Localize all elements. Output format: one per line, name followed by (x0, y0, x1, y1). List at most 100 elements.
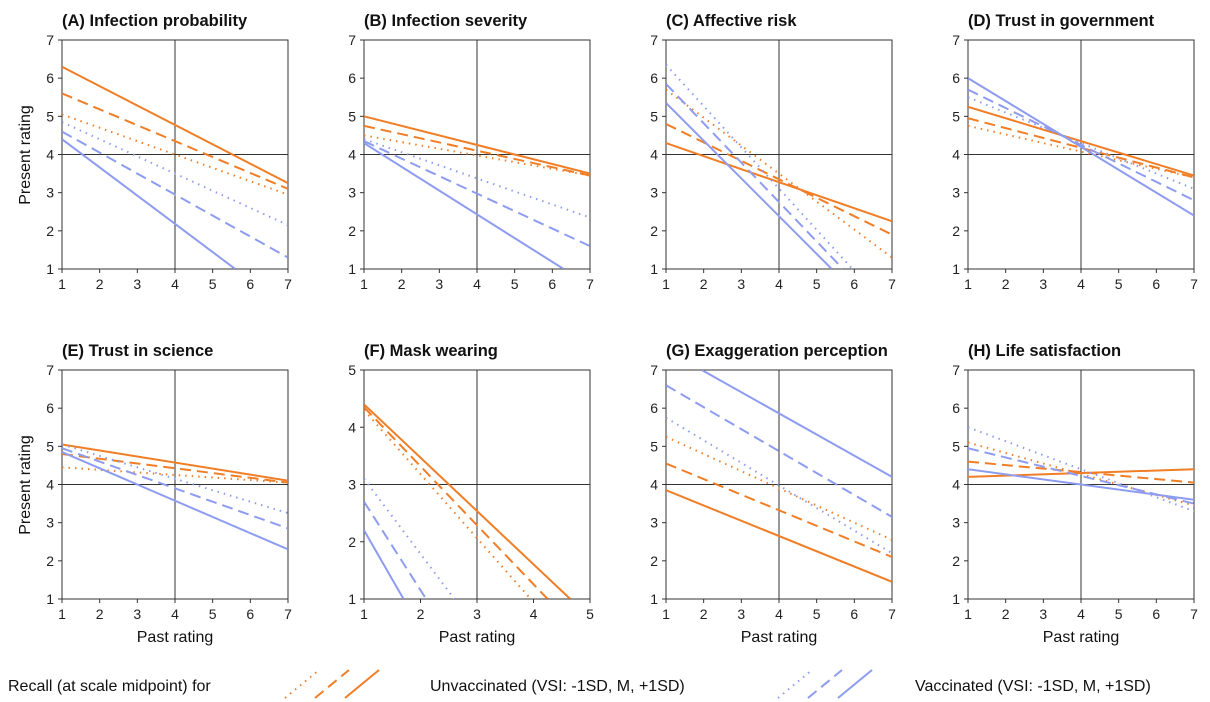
x-tick-label: 3 (1039, 606, 1047, 622)
panel-g-exaggeration-perception: (G) Exaggeration perception 1 2 3 4 5 6 7 1 2 3 4 5 6… (650, 342, 896, 622)
x-tick-label: 7 (888, 606, 896, 622)
x-tick-label: 1 (58, 276, 66, 292)
series-group (364, 403, 571, 599)
series-line-vaccinated-1sd (364, 138, 590, 219)
series-line-unvaccinated-1sd (364, 115, 590, 175)
y-tick-label: 3 (46, 185, 54, 201)
series-line-vaccinated-1sd (968, 77, 1194, 217)
legend-lead-text: Recall (at scale midpoint) for (8, 678, 211, 695)
y-tick-label: 2 (650, 223, 658, 239)
legend-vaccinated-text: Vaccinated (VSI: -1SD, M, +1SD) (915, 678, 1151, 695)
series-line-unvaccinated-m (666, 123, 892, 236)
legend-swatch-unvaccinated-1sd (344, 669, 380, 699)
series-group (62, 443, 288, 551)
y-tick-label: 4 (46, 147, 54, 163)
y-tick-label: 6 (46, 70, 54, 86)
x-tick-label: 5 (1115, 606, 1123, 622)
x-tick-label: 3 (737, 606, 745, 622)
y-tick-label: 3 (46, 515, 54, 531)
y-tick-label: 7 (650, 362, 658, 378)
y-axis-label-top: Present rating (17, 105, 34, 205)
series-line-vaccinated-1sd (62, 138, 236, 269)
legend-swatch-vaccinated-1sd (837, 669, 873, 699)
y-tick-label: 5 (952, 438, 960, 454)
panel-c-affective-risk: (C) Affective risk 1 2 3 4 5 6 7 1 2 3 4 5 6 7 (650, 12, 896, 292)
panel-title: (A) Infection probability (62, 12, 248, 30)
x-tick-label: 7 (284, 606, 292, 622)
y-tick-label: 1 (348, 261, 356, 277)
series-line-unvaccinated-1sd (62, 443, 288, 482)
x-tick-label: 6 (246, 276, 254, 292)
x-tick-label: 3 (473, 606, 481, 622)
y-tick-label: 6 (952, 70, 960, 86)
series-line-vaccinated-m (364, 501, 427, 599)
y-tick-label: 2 (952, 553, 960, 569)
x-tick-label: 2 (417, 606, 425, 622)
series-line-unvaccinated-1sd (364, 409, 532, 599)
series-line-vaccinated-1sd (701, 370, 892, 478)
series-line-unvaccinated-m (364, 124, 590, 177)
series-group (968, 77, 1194, 217)
series-line-unvaccinated-m (364, 406, 549, 599)
y-tick-label: 5 (650, 108, 658, 124)
y-tick-label: 6 (650, 70, 658, 86)
y-tick-label: 2 (348, 534, 356, 550)
y-tick-label: 4 (348, 147, 356, 163)
x-tick-label: 6 (1152, 276, 1160, 292)
y-tick-label: 3 (348, 477, 356, 493)
series-group (666, 370, 892, 583)
x-tick-label: 4 (530, 606, 538, 622)
y-tick-label: 7 (348, 32, 356, 48)
series-line-unvaccinated-m (62, 92, 288, 190)
panel-h-life-satisfaction: (H) Life satisfaction 1 2 3 4 5 6 7 1 2 3 4 5 6 7 (952, 342, 1198, 622)
y-tick-label: 1 (46, 261, 54, 277)
legend-swatch-unvaccinated-1sd (284, 669, 320, 699)
y-tick-label: 4 (952, 147, 960, 163)
series-line-unvaccinated-m (968, 117, 1194, 179)
series-line-unvaccinated-1sd (968, 105, 1194, 177)
x-tick-label: 7 (1190, 276, 1198, 292)
series-line-unvaccinated-1sd (666, 435, 892, 541)
x-tick-label: 2 (700, 276, 708, 292)
y-tick-label: 2 (348, 223, 356, 239)
x-tick-label: 1 (360, 606, 368, 622)
x-tick-label: 7 (284, 276, 292, 292)
y-tick-label: 5 (46, 108, 54, 124)
y-tick-label: 5 (952, 108, 960, 124)
legend-swatch-vaccinated-m (807, 669, 843, 699)
y-tick-label: 6 (348, 70, 356, 86)
series-line-vaccinated-1sd (364, 529, 405, 599)
series-line-unvaccinated-1sd (666, 489, 892, 583)
x-tick-label: 4 (171, 606, 179, 622)
x-tick-label: 4 (1077, 276, 1085, 292)
series-line-unvaccinated-1sd (62, 65, 288, 185)
y-tick-label: 6 (952, 400, 960, 416)
x-tick-label: 5 (1115, 276, 1123, 292)
x-tick-label: 6 (246, 606, 254, 622)
x-tick-label: 2 (1002, 606, 1010, 622)
panel-e-trust-in-science: (E) Trust in science 1 2 3 4 5 6 7 1 2 3 4 5 6 7 (46, 342, 292, 622)
x-tick-label: 7 (1190, 606, 1198, 622)
series-line-unvaccinated-1sd (62, 466, 288, 484)
y-tick-label: 7 (46, 32, 54, 48)
series-group (666, 64, 892, 269)
x-tick-label: 5 (511, 276, 519, 292)
series-group (62, 65, 288, 269)
legend-unvaccinated-swatches (284, 669, 380, 699)
y-tick-label: 4 (46, 477, 54, 493)
x-tick-label: 2 (96, 276, 104, 292)
x-tick-label: 5 (209, 276, 217, 292)
y-tick-label: 7 (46, 362, 54, 378)
y-tick-label: 3 (952, 515, 960, 531)
y-tick-label: 5 (46, 438, 54, 454)
y-tick-label: 3 (650, 185, 658, 201)
x-tick-label: 7 (586, 276, 594, 292)
series-line-unvaccinated-m (62, 452, 288, 484)
legend: Recall (at scale midpoint) for Unvaccina… (8, 669, 1151, 699)
y-tick-label: 5 (348, 108, 356, 124)
x-tick-label: 3 (737, 276, 745, 292)
y-tick-label: 2 (46, 223, 54, 239)
series-line-vaccinated-1sd (968, 468, 1194, 501)
series-line-vaccinated-1sd (666, 102, 833, 269)
